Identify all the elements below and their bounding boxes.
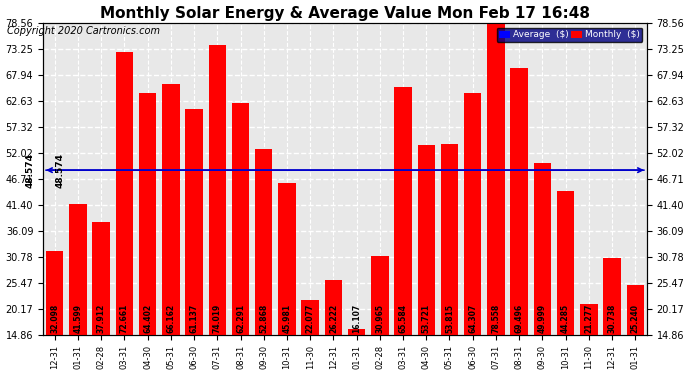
Bar	[487, 23, 504, 375]
Text: 32.098: 32.098	[50, 304, 59, 333]
Title: Monthly Solar Energy & Average Value Mon Feb 17 16:48: Monthly Solar Energy & Average Value Mon…	[100, 6, 590, 21]
Text: 65.584: 65.584	[399, 304, 408, 333]
Bar	[441, 144, 458, 375]
Bar	[627, 285, 644, 375]
Text: 74.019: 74.019	[213, 304, 221, 333]
Bar	[186, 108, 203, 375]
Bar	[162, 84, 179, 375]
Text: 72.661: 72.661	[120, 304, 129, 333]
Text: 64.402: 64.402	[143, 304, 152, 333]
Text: 52.868: 52.868	[259, 304, 268, 333]
Bar	[417, 145, 435, 375]
Text: 30.738: 30.738	[607, 304, 617, 333]
Text: 26.222: 26.222	[329, 304, 338, 333]
Text: 66.162: 66.162	[166, 304, 175, 333]
Text: 21.277: 21.277	[584, 304, 593, 333]
Text: 53.721: 53.721	[422, 304, 431, 333]
Text: 16.107: 16.107	[352, 304, 361, 333]
Bar	[69, 204, 87, 375]
Text: 62.291: 62.291	[236, 304, 245, 333]
Text: 49.999: 49.999	[538, 304, 547, 333]
Bar	[511, 68, 528, 375]
Bar	[302, 300, 319, 375]
Bar	[557, 191, 574, 375]
Text: 41.599: 41.599	[73, 304, 83, 333]
Bar	[395, 87, 412, 375]
Text: 22.077: 22.077	[306, 304, 315, 333]
Text: 61.137: 61.137	[190, 304, 199, 333]
Bar	[603, 258, 621, 375]
Text: 69.496: 69.496	[515, 304, 524, 333]
Text: 48.574: 48.574	[55, 153, 64, 188]
Bar	[580, 304, 598, 375]
Bar	[348, 329, 365, 375]
Bar	[533, 163, 551, 375]
Text: 44.285: 44.285	[561, 304, 570, 333]
Text: 78.558: 78.558	[491, 304, 500, 333]
Bar	[116, 52, 133, 375]
Bar	[464, 93, 482, 375]
Bar	[46, 251, 63, 375]
Text: 25.240: 25.240	[631, 304, 640, 333]
Bar	[92, 222, 110, 375]
Bar	[139, 93, 157, 375]
Legend: Average  ($), Monthly  ($): Average ($), Monthly ($)	[497, 28, 642, 42]
Text: 45.981: 45.981	[282, 304, 291, 333]
Bar	[232, 103, 249, 375]
Bar	[278, 183, 295, 375]
Bar	[255, 149, 273, 375]
Text: Copyright 2020 Cartronics.com: Copyright 2020 Cartronics.com	[7, 26, 160, 36]
Text: 53.815: 53.815	[445, 304, 454, 333]
Text: 48.574: 48.574	[26, 153, 35, 188]
Text: 64.307: 64.307	[469, 304, 477, 333]
Bar	[325, 280, 342, 375]
Bar	[208, 45, 226, 375]
Bar	[371, 256, 388, 375]
Text: 37.912: 37.912	[97, 304, 106, 333]
Text: 30.965: 30.965	[375, 304, 384, 333]
